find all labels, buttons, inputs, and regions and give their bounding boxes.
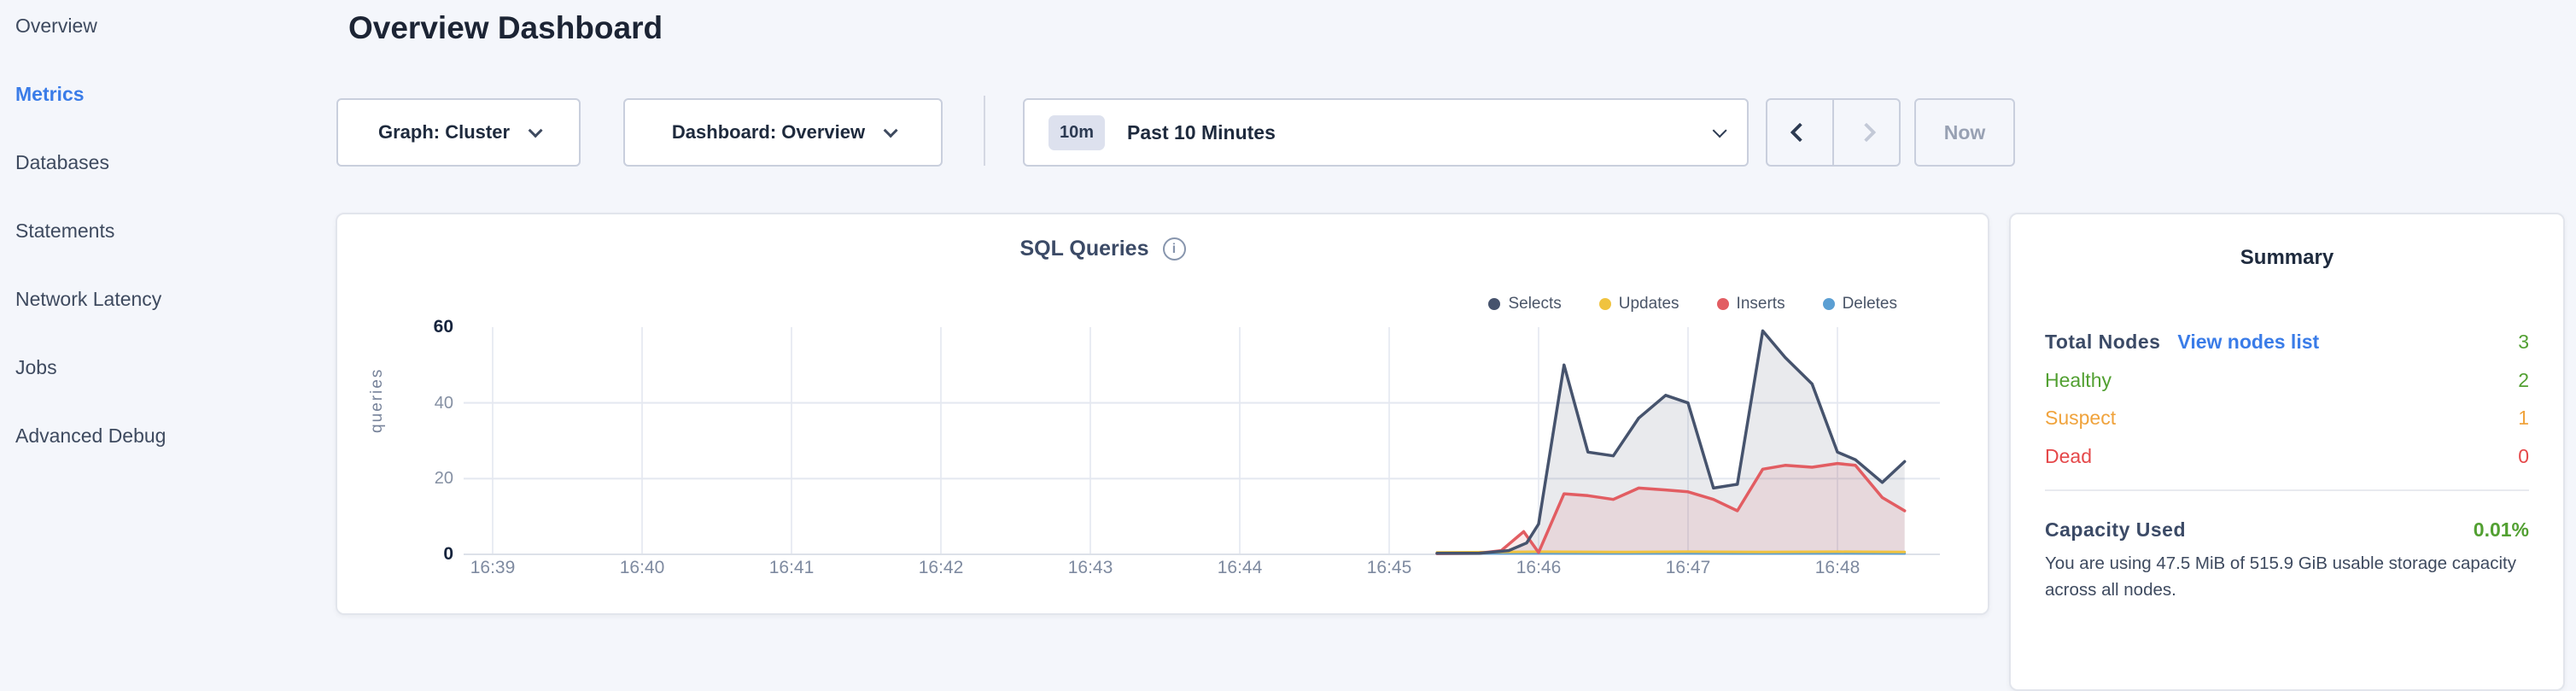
sidebar-item-statements[interactable]: Statements: [15, 220, 115, 242]
x-tick-16:43: 16:43: [1067, 558, 1113, 577]
summary-panel: Summary Total Nodes View nodes list 3 He…: [2009, 213, 2565, 691]
time-window-pager: [1766, 98, 1901, 167]
y-tick-20: 20: [434, 469, 453, 489]
sidebar-item-overview[interactable]: Overview: [15, 15, 97, 37]
x-tick-16:39: 16:39: [470, 558, 516, 577]
chevron-left-icon: [1790, 122, 1810, 143]
total-nodes-row: Total Nodes View nodes list 3: [2045, 327, 2529, 356]
x-tick-16:46: 16:46: [1516, 558, 1562, 577]
status-label: Healthy: [2045, 368, 2112, 391]
previous-time-window-button[interactable]: [1767, 100, 1832, 165]
legend-dot: [1716, 298, 1729, 310]
capacity-description: You are using 47.5 MiB of 515.9 GiB usab…: [2045, 553, 2516, 600]
summary-divider: [2045, 489, 2529, 491]
page-title: Overview Dashboard: [348, 10, 663, 45]
info-icon[interactable]: i: [1162, 237, 1186, 261]
status-label: Dead: [2045, 444, 2092, 467]
legend-item-updates[interactable]: Updates: [1598, 295, 1679, 313]
graph-scope-dropdown[interactable]: Graph: Cluster: [336, 98, 581, 167]
sql-queries-chart-card: SQL Queries i Selects Updates Inserts Delet…: [336, 213, 1989, 615]
x-tick-16:47: 16:47: [1665, 558, 1711, 577]
chevron-right-icon: [1856, 122, 1877, 143]
sidebar-item-network-latency[interactable]: Network Latency: [15, 288, 162, 310]
time-range-selector[interactable]: 10m Past 10 Minutes: [1023, 98, 1749, 167]
view-nodes-list-link[interactable]: View nodes list: [2177, 330, 2320, 353]
y-tick-40: 40: [434, 393, 453, 413]
x-tick-16:42: 16:42: [918, 558, 964, 577]
sidebar-item-jobs[interactable]: Jobs: [15, 356, 57, 378]
status-value: 1: [2518, 407, 2529, 429]
legend-dot: [1598, 298, 1611, 310]
legend-item-inserts[interactable]: Inserts: [1716, 295, 1785, 313]
time-range-label: Past 10 Minutes: [1127, 120, 1276, 143]
sidebar-item-advanced-debug[interactable]: Advanced Debug: [15, 425, 166, 447]
now-button[interactable]: Now: [1914, 98, 2015, 167]
legend-item-selects[interactable]: Selects: [1488, 295, 1562, 313]
sidebar: Overview Metrics Databases Statements Networ…: [0, 0, 333, 624]
legend-dot: [1488, 298, 1501, 310]
summary-title: Summary: [2240, 246, 2334, 269]
x-tick-16:45: 16:45: [1366, 558, 1412, 577]
y-tick-60: 60: [433, 317, 453, 337]
dashboard-label: Dashboard: Overview: [671, 121, 866, 143]
chart-plot: [464, 327, 1940, 555]
legend-label: Selects: [1508, 295, 1562, 313]
total-nodes-value: 3: [2518, 330, 2529, 353]
legend-label: Inserts: [1736, 295, 1785, 313]
x-tick-16:44: 16:44: [1217, 558, 1263, 577]
x-tick-16:41: 16:41: [768, 558, 815, 577]
sidebar-item-metrics[interactable]: Metrics: [15, 83, 85, 105]
time-range-badge: 10m: [1049, 114, 1106, 150]
x-tick-16:40: 16:40: [619, 558, 665, 577]
y-axis-label: queries: [368, 367, 386, 433]
chart-legend: Selects Updates Inserts Deletes: [1488, 295, 1897, 313]
y-tick-0: 0: [443, 544, 453, 564]
legend-label: Deletes: [1842, 295, 1897, 313]
chevron-down-icon: [528, 123, 543, 138]
status-row-dead: Dead 0: [2045, 442, 2529, 471]
status-row-suspect: Suspect 1: [2045, 404, 2529, 433]
capacity-used-value: 0.01%: [2473, 518, 2529, 541]
status-value: 0: [2518, 444, 2529, 467]
legend-item-deletes[interactable]: Deletes: [1822, 295, 1897, 313]
next-time-window-button[interactable]: [1832, 100, 1899, 165]
controls-divider: [984, 96, 985, 166]
status-row-healthy: Healthy 2: [2045, 366, 2529, 395]
chart-title-row: SQL Queries i: [337, 237, 1868, 261]
total-nodes-label: Total Nodes: [2045, 330, 2161, 353]
status-value: 2: [2518, 368, 2529, 391]
chart-title: SQL Queries: [1019, 237, 1149, 261]
x-tick-16:48: 16:48: [1814, 558, 1860, 577]
legend-dot: [1822, 298, 1835, 310]
chevron-down-icon: [883, 123, 898, 138]
status-label: Suspect: [2045, 407, 2117, 429]
capacity-used-label: Capacity Used: [2045, 518, 2187, 541]
dashboard-dropdown[interactable]: Dashboard: Overview: [623, 98, 943, 167]
graph-scope-label: Graph: Cluster: [377, 121, 511, 143]
sidebar-item-databases[interactable]: Databases: [15, 151, 109, 173]
chevron-down-icon: [1712, 123, 1727, 138]
capacity-row: Capacity Used 0.01%: [2045, 515, 2529, 544]
legend-label: Updates: [1618, 295, 1679, 313]
